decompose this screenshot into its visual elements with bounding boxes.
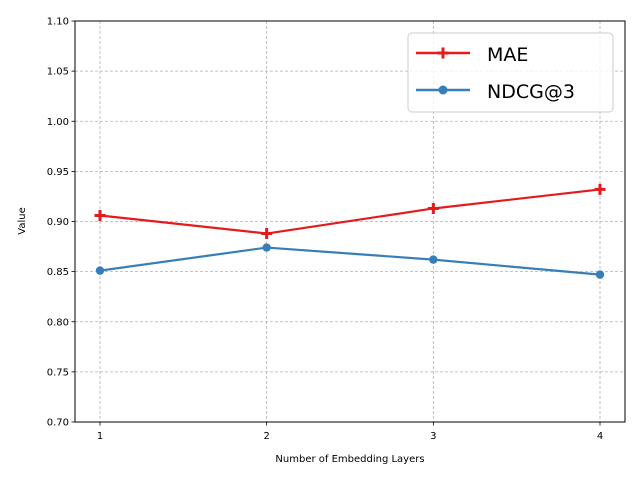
x-tick-label: 3 (430, 431, 436, 442)
data-point-mae (594, 183, 606, 195)
x-tick-label: 1 (97, 431, 103, 442)
data-point-mae (94, 209, 106, 221)
series-line-mae (99, 188, 601, 235)
legend-marker-ndcg (438, 85, 448, 95)
y-axis-label: Value (17, 207, 28, 234)
legend-label-mae: MAE (487, 44, 528, 66)
y-tick-label: 0.75 (47, 367, 69, 378)
x-axis-label: Number of Embedding Layers (275, 454, 424, 465)
series-layer (94, 183, 606, 279)
data-point-ndcg-3 (595, 270, 605, 279)
y-tick-label: 0.90 (47, 217, 69, 228)
data-point-ndcg-3 (429, 255, 438, 264)
data-point-ndcg-3 (262, 243, 271, 252)
legend-marker-mae (437, 47, 449, 59)
legend-label-ndcg: NDCG@3 (487, 81, 575, 103)
axis-ticks: 0.70 0.75 0.80 0.85 0.90 0.95 1.00 1.05 1.10 1 2 3 4 (47, 17, 603, 443)
y-tick-label: 1.00 (47, 117, 69, 128)
y-tick-label: 0.95 (47, 167, 69, 178)
x-tick-label: 4 (597, 431, 603, 442)
data-point-mae (261, 228, 273, 240)
legend: MAE NDCG@3 (407, 32, 614, 113)
y-tick-label: 0.80 (47, 317, 69, 328)
y-tick-label: 1.10 (47, 17, 69, 28)
series-line-ndcg-3 (99, 246, 601, 276)
y-tick-label: 1.05 (47, 67, 69, 78)
x-tick-label: 2 (263, 431, 269, 442)
data-point-mae (427, 202, 439, 214)
y-tick-label: 0.85 (47, 267, 69, 278)
y-tick-label: 0.70 (47, 418, 69, 429)
data-point-ndcg-3 (95, 266, 105, 275)
